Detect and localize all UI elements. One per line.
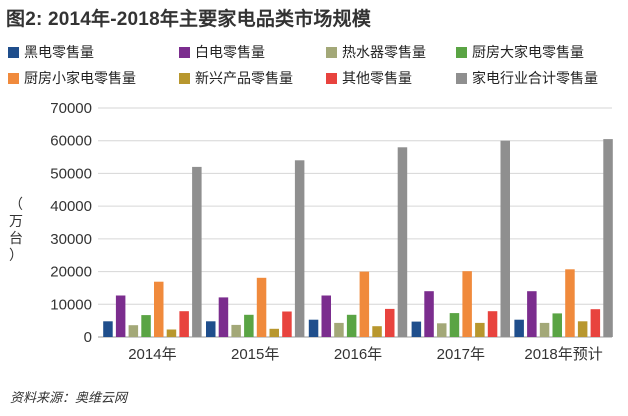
bar: [244, 314, 254, 337]
bar: [397, 147, 408, 337]
bar: [308, 319, 319, 337]
y-tick-label: 70000: [50, 100, 92, 117]
bar: [192, 166, 202, 337]
legend-swatch: [179, 46, 190, 58]
bar: [334, 322, 344, 337]
bar: [141, 315, 151, 337]
x-tick-label: 2017年: [437, 346, 485, 363]
x-tick-label: 2016年: [334, 346, 382, 363]
bar: [231, 324, 241, 337]
bar: [424, 291, 434, 337]
bars: [103, 139, 613, 337]
legend-item-other: 其他零售量: [326, 68, 412, 88]
bar: [500, 140, 510, 337]
legend-item-white-appliances: 白电零售量: [179, 42, 265, 62]
y-tick-label: 40000: [50, 198, 92, 215]
legend-swatch: [8, 72, 19, 84]
bar: [565, 269, 575, 337]
bar: [115, 295, 126, 337]
legend-item-kitchen-small: 厨房小家电零售量: [8, 68, 136, 88]
bar: [282, 311, 292, 337]
legend-swatch: [456, 46, 467, 58]
y-axis-label: （万台）: [9, 196, 23, 263]
legend-label: 白电零售量: [195, 44, 265, 60]
y-tick-label: 20000: [50, 264, 92, 281]
bar: [449, 313, 460, 337]
legend-label: 厨房小家电零售量: [24, 70, 136, 86]
bar: [527, 291, 537, 337]
bar: [218, 297, 229, 337]
bar: [475, 322, 485, 337]
y-tick-label: 0: [84, 329, 92, 346]
bar: [577, 321, 588, 337]
bar: [437, 323, 447, 337]
x-tick-label: 2014年: [128, 346, 176, 363]
chart-title: 图2: 2014年-2018年主要家电品类市场规模: [6, 9, 372, 30]
bar: [487, 311, 498, 337]
bar: [128, 325, 139, 337]
bar: [603, 139, 613, 337]
bar: [462, 271, 472, 337]
bar: [321, 295, 331, 337]
bar: [294, 160, 305, 337]
x-tick-label: 2018年预计: [524, 346, 602, 363]
bar: [359, 271, 370, 337]
bar: [103, 321, 113, 337]
bar: [411, 321, 422, 337]
legend-label: 家电行业合计零售量: [472, 70, 598, 86]
bar: [552, 313, 562, 337]
y-tick-label: 30000: [50, 231, 92, 248]
bar: [154, 281, 164, 337]
bar: [206, 321, 216, 337]
y-tick-labels: 0 10000 20000 30000 40000 50000 60000 70000: [50, 100, 92, 346]
legend-label: 黑电零售量: [24, 44, 94, 60]
legend-swatch: [8, 46, 19, 58]
legend-item-black-appliances: 黑电零售量: [8, 42, 94, 62]
source-note: 资料来源：奥维云网: [10, 390, 128, 405]
legend-item-industry-total: 家电行业合计零售量: [456, 68, 598, 88]
legend-swatch: [326, 46, 337, 58]
legend-swatch: [456, 72, 467, 84]
bar: [179, 311, 189, 337]
bar: [256, 277, 267, 337]
legend-label: 厨房大家电零售量: [472, 44, 584, 60]
bar: [269, 328, 279, 337]
x-tick-labels: 2014年 2015年 2016年 2017年 2018年预计: [128, 346, 603, 363]
legend-item-emerging-products: 新兴产品零售量: [179, 68, 293, 88]
bar: [372, 326, 382, 337]
bar: [346, 314, 357, 337]
bar: [385, 308, 395, 337]
legend-item-water-heaters: 热水器零售量: [326, 42, 426, 62]
legend-swatch: [179, 72, 190, 84]
legend-label: 其他零售量: [342, 70, 412, 86]
legend-label: 新兴产品零售量: [195, 70, 293, 86]
bar: [590, 309, 601, 337]
x-tick-label: 2015年: [231, 346, 279, 363]
legend: 黑电零售量 白电零售量 热水器零售量 厨房大家电零售量 厨房小家电零售量 新兴产…: [8, 40, 624, 92]
bar: [514, 319, 524, 337]
bar: [166, 329, 177, 337]
y-tick-label: 10000: [50, 296, 92, 313]
bar: [539, 322, 550, 337]
legend-swatch: [326, 72, 337, 84]
y-tick-label: 50000: [50, 165, 92, 182]
y-tick-label: 60000: [50, 133, 92, 150]
legend-label: 热水器零售量: [342, 44, 426, 60]
legend-item-kitchen-large: 厨房大家电零售量: [456, 42, 584, 62]
